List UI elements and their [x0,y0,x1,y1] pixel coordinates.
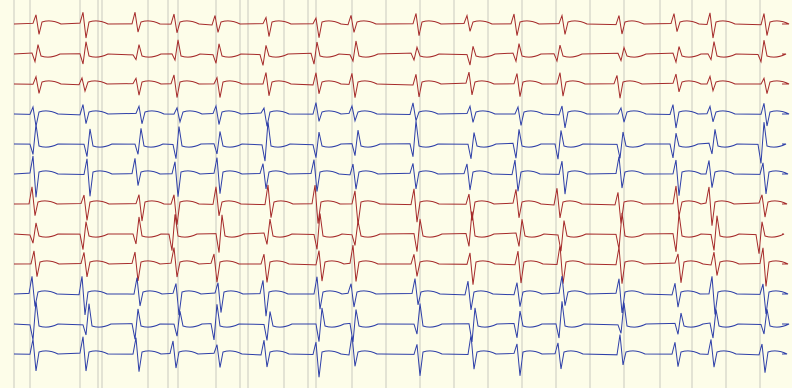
ecg-trace-blue [13,334,788,378]
ecg-trace-red [13,39,787,66]
ecg-trace-blue [13,275,789,317]
ecg-traces [13,12,790,378]
ecg-trace-blue [13,155,789,198]
ecg-trace-red [13,12,790,39]
ecg-trace-red [13,211,785,254]
ecg-trace-red [13,184,788,226]
ecg-trace-red [13,71,790,99]
ecg-trace-blue [13,102,790,129]
ecg-trace-blue [13,120,787,164]
beat-marker-lines [13,0,761,388]
ecg-trace-blue [13,300,790,343]
ecg-trace-red [13,245,789,287]
